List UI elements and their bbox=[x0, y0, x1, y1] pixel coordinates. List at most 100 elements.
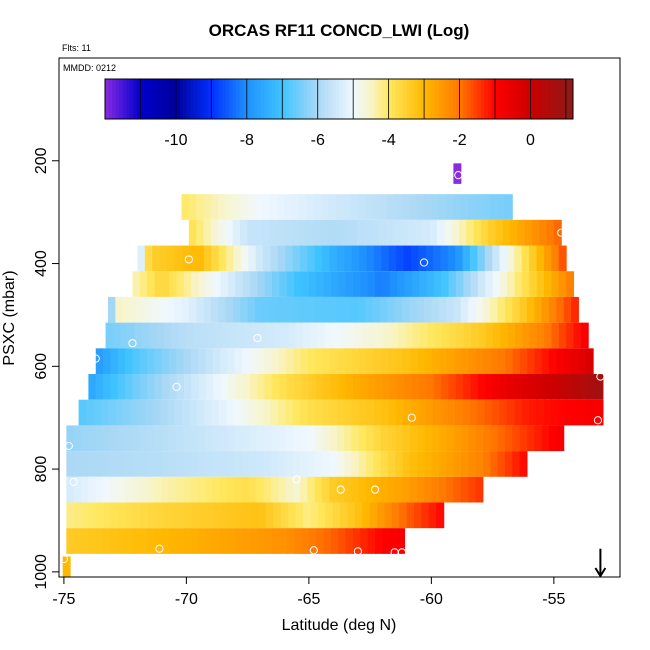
colorbar-segment bbox=[360, 79, 365, 119]
heat-cell bbox=[396, 399, 405, 426]
heat-cell bbox=[210, 296, 219, 323]
colorbar-segment bbox=[331, 79, 336, 119]
heat-cell bbox=[372, 194, 381, 220]
colorbar-segment bbox=[285, 79, 290, 119]
heat-cell bbox=[240, 194, 249, 220]
colorbar-segment bbox=[409, 79, 414, 119]
heat-cell bbox=[169, 502, 178, 529]
heat-cell bbox=[367, 374, 376, 400]
heat-cell bbox=[227, 348, 236, 375]
heat-cell bbox=[514, 271, 523, 297]
heat-cell bbox=[351, 348, 360, 375]
heat-cell bbox=[250, 374, 259, 400]
heat-cell bbox=[184, 502, 193, 529]
heat-cell bbox=[490, 348, 499, 375]
heat-cell bbox=[146, 348, 155, 375]
heat-cell bbox=[492, 245, 501, 272]
heat-cell bbox=[463, 271, 472, 297]
heat-cell bbox=[85, 399, 94, 426]
heat-cell bbox=[389, 528, 398, 554]
heat-cell bbox=[373, 399, 382, 426]
heat-cell bbox=[285, 476, 294, 503]
heat-cell bbox=[203, 194, 212, 220]
heat-cell bbox=[270, 399, 279, 426]
heat-cell bbox=[519, 451, 528, 477]
heat-cell bbox=[347, 502, 356, 529]
heat-cell bbox=[454, 348, 463, 375]
heat-cell bbox=[431, 296, 440, 323]
colorbar-segment bbox=[250, 79, 255, 119]
heat-cell bbox=[220, 271, 229, 297]
heat-cell bbox=[463, 322, 472, 349]
heat-cell bbox=[446, 348, 455, 375]
heat-cell bbox=[242, 271, 251, 297]
heat-cell bbox=[345, 271, 354, 297]
heat-cell bbox=[492, 399, 501, 426]
colorbar-segment bbox=[179, 79, 184, 119]
heat-cell bbox=[171, 322, 180, 349]
heat-cell bbox=[356, 219, 365, 246]
heat-cell bbox=[285, 245, 294, 272]
x-tick-label: -60 bbox=[420, 591, 443, 608]
colorbar-segment bbox=[193, 79, 198, 119]
heat-cell bbox=[373, 451, 382, 477]
heat-cell bbox=[190, 451, 199, 477]
heat-cell bbox=[340, 502, 349, 529]
heat-cell bbox=[299, 194, 308, 220]
heat-cell bbox=[228, 374, 236, 400]
heat-cell bbox=[409, 194, 418, 220]
heat-cell bbox=[424, 476, 433, 503]
data-point bbox=[69, 477, 78, 487]
heat-cell bbox=[534, 425, 543, 452]
heat-cell bbox=[417, 425, 426, 452]
heat-cell bbox=[512, 425, 521, 452]
heat-cell bbox=[421, 502, 430, 529]
heat-cell bbox=[235, 271, 244, 297]
heat-cell bbox=[388, 245, 397, 272]
heat-cell bbox=[433, 271, 442, 297]
heat-cell bbox=[414, 502, 423, 529]
heat-cell bbox=[322, 425, 331, 452]
colorbar-segment bbox=[257, 79, 262, 119]
heat-cell bbox=[264, 528, 273, 554]
heat-cell bbox=[410, 399, 419, 426]
heat-cell bbox=[352, 374, 361, 400]
heat-cell bbox=[449, 322, 458, 349]
heat-cell bbox=[407, 219, 416, 246]
colorbar-segment bbox=[200, 79, 205, 119]
heat-cell bbox=[293, 425, 301, 452]
heat-cell bbox=[177, 502, 186, 529]
heat-cell bbox=[286, 271, 295, 297]
heat-cell bbox=[327, 219, 336, 246]
colorbar-segment bbox=[261, 79, 266, 119]
heat-cell bbox=[517, 219, 526, 246]
heat-cell bbox=[278, 425, 287, 452]
heat-cell bbox=[147, 528, 156, 554]
heat-cell bbox=[468, 451, 477, 477]
colorbar-segment bbox=[495, 79, 500, 119]
heat-cell bbox=[292, 399, 301, 426]
heat-cell bbox=[343, 296, 352, 323]
heat-cell bbox=[247, 219, 256, 246]
heat-cell bbox=[130, 399, 139, 426]
heat-cell bbox=[354, 322, 363, 349]
heat-cell bbox=[320, 219, 329, 246]
data-point bbox=[596, 372, 605, 381]
heat-cell bbox=[285, 348, 294, 375]
heat-cell bbox=[189, 399, 198, 426]
heat-cell bbox=[125, 348, 133, 375]
data-point bbox=[91, 354, 100, 363]
heat-cell bbox=[512, 451, 521, 477]
heat-cell bbox=[272, 374, 281, 400]
heat-cell bbox=[110, 502, 119, 529]
heat-cell bbox=[144, 245, 153, 272]
heat-cell bbox=[497, 348, 506, 375]
heat-cell bbox=[473, 219, 482, 246]
heat-cell bbox=[176, 425, 184, 452]
heat-cell bbox=[154, 451, 162, 477]
heat-cell bbox=[395, 425, 404, 452]
heat-cell bbox=[271, 425, 280, 452]
heat-cell bbox=[236, 502, 245, 529]
heat-cell bbox=[440, 399, 449, 426]
heat-cell bbox=[514, 374, 523, 400]
